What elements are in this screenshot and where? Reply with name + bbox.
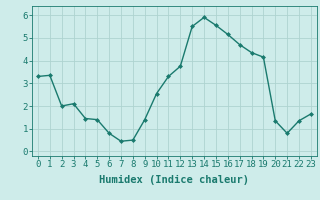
- X-axis label: Humidex (Indice chaleur): Humidex (Indice chaleur): [100, 175, 249, 185]
